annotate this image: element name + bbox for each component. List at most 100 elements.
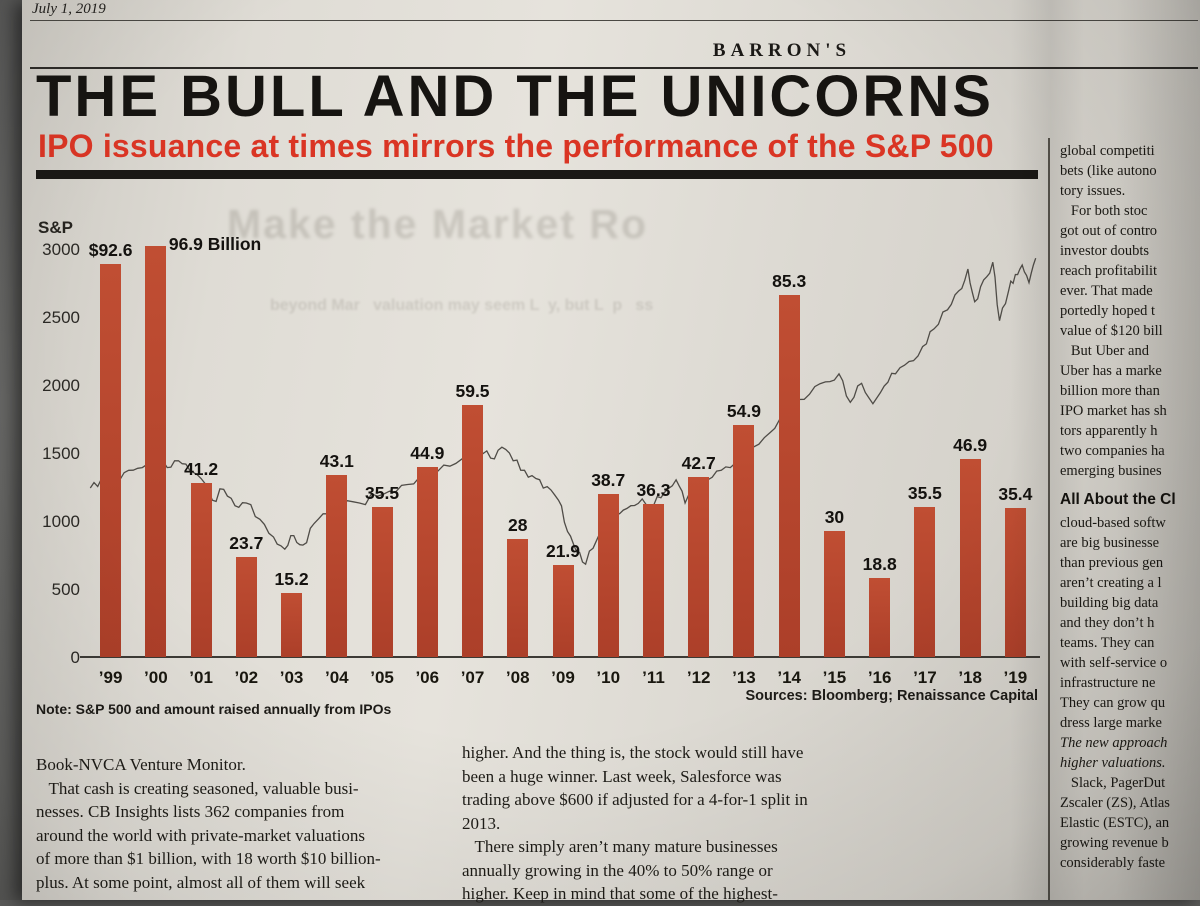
bar-value-label: 35.5 — [907, 483, 942, 504]
page-date: July 1, 2019 — [32, 1, 106, 17]
right-column-line: But Uber and — [1060, 343, 1149, 359]
article-subhead: IPO issuance at times mirrors the perfor… — [38, 128, 994, 164]
right-column-line: billion more than — [1060, 383, 1160, 399]
chart-note: Note: S&P 500 and amount raised annually… — [36, 701, 392, 717]
right-column-line: Zscaler (ZS), Atlas — [1060, 795, 1170, 811]
year-tick-label: ’11 — [642, 668, 665, 687]
bottom-left-article-column: Book-NVCA Venture Monitor. That cash is … — [36, 753, 456, 894]
column-divider-rule — [1048, 138, 1050, 900]
chart-sources: Sources: Bloomberg; Renaissance Capital — [745, 688, 1039, 704]
bar-value-label: 35.4 — [998, 483, 1033, 504]
bar-value-label: 46.9 — [953, 434, 988, 455]
right-column-line: Elastic (ESTC), an — [1060, 815, 1170, 831]
year-tick-label: ’12 — [686, 668, 711, 687]
ipo-bar — [462, 405, 484, 657]
article-text-line: There simply aren’t many mature business… — [462, 837, 778, 856]
y-axis: 3000 2500 2000 1500 1000 500 0 — [26, 0, 80, 720]
article-text-line: nesses. CB Insights lists 362 companies … — [36, 802, 345, 821]
right-column-line: are big businesse — [1060, 535, 1160, 551]
bar-value-label: 30 — [824, 506, 845, 527]
year-tick-label: ’01 — [189, 668, 213, 687]
year-tick-label: ’14 — [777, 668, 802, 687]
article-text-line: annually growing in the 40% to 50% range… — [462, 860, 773, 880]
ipo-bar — [416, 467, 438, 657]
right-column-line: than previous gen — [1060, 555, 1164, 571]
newspaper-page: July 1, 2019 BARRON'S Make the Market Ro… — [22, 0, 1200, 903]
right-column-line: Slack, PagerDut — [1060, 775, 1166, 791]
right-column-line: cloud-based softw — [1060, 515, 1166, 531]
sp500-line — [89, 257, 1037, 566]
bar-value-label: 41.2 — [184, 458, 219, 479]
bar-value-label: 54.9 — [726, 400, 761, 421]
ipo-bar — [778, 295, 800, 657]
sp-axis-tick-label: 1500 — [42, 444, 80, 463]
article-text-line: been a huge winner. Last week, Salesforc… — [462, 766, 782, 786]
right-column-line: growing revenue b — [1060, 835, 1169, 851]
article-text-line: higher. Keep in mind that some of the hi… — [462, 884, 778, 903]
sp-axis-tick-label: 2500 — [42, 308, 80, 327]
ipo-bar — [733, 424, 755, 657]
bar-value-label: 28 — [508, 515, 528, 535]
right-column-line: Uber has a marke — [1060, 363, 1162, 379]
year-tick-label: ’18 — [958, 668, 982, 687]
right-column-line: higher valuations. — [1060, 755, 1166, 771]
right-column-line: got out of contro — [1060, 223, 1158, 239]
x-axis-line — [80, 656, 1040, 658]
right-column-line: bets (like autono — [1060, 163, 1157, 179]
right-column-line: IPO market has sh — [1060, 403, 1167, 419]
year-tick-label: ’10 — [596, 668, 621, 687]
right-column-line: investor doubts — [1060, 243, 1150, 259]
sp500-line-chart — [89, 257, 1037, 566]
year-tick-label: ’19 — [1003, 668, 1028, 687]
sp-axis-tick-label: 3000 — [42, 240, 80, 259]
bar-value-label: 15.2 — [274, 569, 309, 590]
right-column-line: value of $120 bill — [1060, 323, 1163, 339]
bar-value-label: 21.9 — [545, 540, 581, 561]
ipo-bar — [823, 530, 845, 657]
right-column-heading: All About the Cl — [1060, 491, 1176, 508]
bar-value-label: 44.9 — [410, 443, 445, 464]
bar-value-label: 85.3 — [772, 271, 807, 292]
chart-plot-area: $92.6 ’99 96.9 Billion ’00 41.2 ’01 23.7 ’02 15.… — [80, 234, 1040, 687]
ipo-bar — [235, 557, 257, 657]
year-tick-label: ’06 — [415, 668, 440, 687]
right-column-line: two companies ha — [1060, 443, 1165, 459]
ipo-bar — [869, 578, 891, 657]
bar-value-label: 23.7 — [229, 533, 264, 554]
sp-axis-tick-label: 500 — [51, 580, 80, 599]
y-axis-title: S&P — [38, 218, 73, 237]
bar-value-label: 36.3 — [636, 479, 671, 500]
right-column-line: dress large marke — [1060, 715, 1162, 731]
article-text-line: around the world with private-market val… — [36, 825, 366, 845]
bar-value-label: $92.6 — [88, 240, 133, 261]
year-tick-label: ’17 — [913, 668, 937, 687]
article-headline: THE BULL AND THE UNICORNS — [36, 64, 994, 129]
right-column-line: infrastructure ne — [1060, 675, 1156, 691]
right-column-line: considerably faste — [1060, 855, 1166, 871]
article-text-line: That cash is creating seasoned, valuable… — [36, 778, 359, 798]
right-column-line: emerging busines — [1060, 463, 1162, 479]
year-tick-label: ’02 — [234, 668, 259, 687]
right-column-line: For both stoc — [1060, 203, 1148, 219]
masthead-rule — [30, 67, 1198, 69]
ipo-bar — [597, 493, 619, 657]
ipo-bar — [914, 507, 936, 657]
ipo-bar — [688, 476, 710, 657]
sp-axis-tick-label: 1000 — [42, 512, 80, 531]
ipo-bar — [371, 507, 393, 657]
right-column-line: teams. They can — [1060, 635, 1155, 651]
bar-value-label: 96.9 Billion — [168, 234, 262, 255]
ipo-bar — [145, 246, 167, 657]
ipo-bar — [507, 539, 529, 657]
year-tick-label: ’13 — [732, 668, 756, 687]
bar-value-label: 43.1 — [319, 450, 354, 471]
right-column-line: They can grow qu — [1060, 695, 1166, 711]
ipo-bar — [1004, 507, 1026, 657]
bar-value-label: 35.5 — [365, 483, 400, 504]
sp-axis-tick-label: 0 — [70, 648, 80, 667]
right-column-line: with self-service o — [1060, 655, 1168, 671]
right-column-line: tors apparently h — [1060, 423, 1158, 439]
ipo-bar — [326, 474, 348, 657]
article-text-line: higher. And the thing is, the stock woul… — [462, 743, 804, 762]
ipo-bar — [552, 564, 574, 657]
